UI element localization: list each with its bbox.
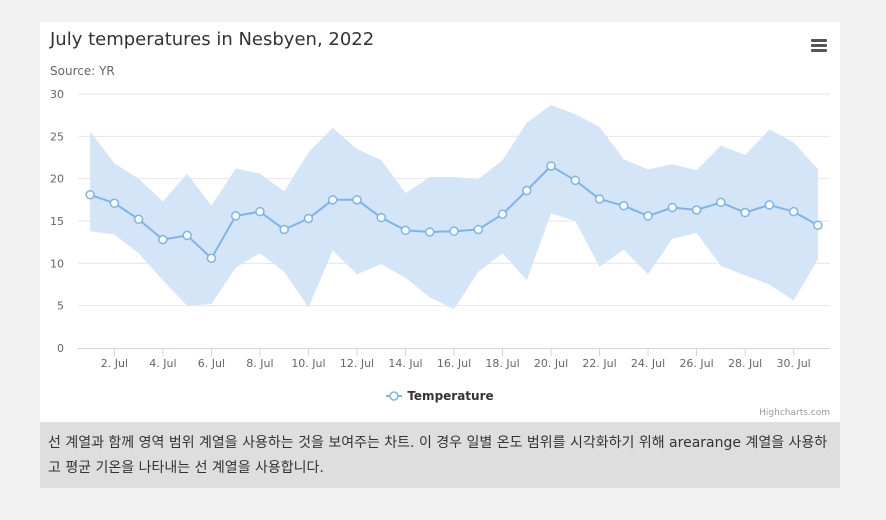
temperature-point[interactable]: [594, 194, 605, 204]
credits-link[interactable]: Highcharts.com: [759, 408, 830, 418]
temperature-point[interactable]: [449, 226, 459, 236]
temperature-point[interactable]: [85, 190, 95, 200]
temperature-point[interactable]: [279, 224, 289, 235]
x-tick-label: 12. Jul: [340, 357, 374, 370]
legend-label: Temperature: [407, 389, 494, 403]
temperature-point[interactable]: [764, 200, 775, 210]
chart-container: July temperatures in Nesbyen, 2022 Sourc…: [40, 22, 840, 422]
legend: Temperature: [40, 386, 840, 406]
temperature-point[interactable]: [813, 220, 823, 230]
y-tick-label: 0: [57, 342, 64, 355]
y-tick-label: 30: [50, 88, 64, 101]
temperature-point[interactable]: [424, 227, 435, 237]
temperature-point[interactable]: [740, 207, 750, 218]
x-tick-label: 20. Jul: [534, 357, 568, 370]
x-tick-label: 24. Jul: [631, 357, 665, 370]
temperature-point[interactable]: [473, 224, 484, 235]
x-tick-label: 26. Jul: [679, 357, 713, 370]
temperature-point[interactable]: [109, 198, 120, 208]
temperature-point[interactable]: [400, 225, 411, 236]
temperature-point[interactable]: [619, 201, 629, 211]
temperature-point[interactable]: [230, 211, 241, 221]
temperature-point[interactable]: [546, 161, 556, 171]
temperature-point[interactable]: [497, 209, 508, 219]
x-tick-label: 6. Jul: [198, 357, 225, 370]
temperature-point[interactable]: [352, 195, 362, 205]
temperature-point[interactable]: [303, 213, 314, 224]
y-tick-label: 10: [50, 257, 64, 270]
legend-line-marker-icon: [386, 391, 403, 401]
temperature-point[interactable]: [376, 212, 386, 223]
x-tick-label: 28. Jul: [728, 357, 762, 370]
hamburger-menu-icon[interactable]: [807, 35, 831, 57]
temperature-point[interactable]: [133, 214, 144, 225]
temperature-point[interactable]: [667, 202, 678, 213]
temperature-point[interactable]: [158, 234, 168, 245]
temperature-point[interactable]: [522, 185, 532, 196]
x-tick-label: 30. Jul: [776, 357, 810, 370]
chart-title: July temperatures in Nesbyen, 2022: [50, 29, 375, 50]
temperature-point[interactable]: [570, 175, 581, 186]
temperature-point[interactable]: [691, 205, 702, 215]
temperature-point[interactable]: [182, 230, 192, 241]
x-tick-label: 4. Jul: [149, 357, 176, 370]
x-tick-label: 22. Jul: [582, 357, 616, 370]
x-tick-label: 18. Jul: [485, 357, 519, 370]
temperature-point[interactable]: [716, 197, 726, 208]
plot-area: 0 5 10 15 20 25 30 2. Jul 4. Jul 6. Jul 8. Jul 10.…: [50, 88, 830, 370]
chart-subtitle: Source: YR: [50, 64, 115, 78]
x-tick-label: 10. Jul: [291, 357, 325, 370]
temperature-point[interactable]: [255, 206, 265, 217]
temperature-point[interactable]: [327, 195, 338, 205]
chart-caption: 선 계열과 함께 영역 범위 계열을 사용하는 것을 보여주는 차트. 이 경우…: [40, 422, 840, 488]
caption-text: 선 계열과 함께 영역 범위 계열을 사용하는 것을 보여주는 차트. 이 경우…: [48, 435, 828, 476]
y-tick-label: 5: [57, 300, 64, 313]
x-tick-label: 16. Jul: [437, 357, 471, 370]
x-tick-label: 8. Jul: [246, 357, 273, 370]
range-area: [90, 105, 818, 310]
y-tick-label: 15: [50, 215, 64, 228]
temperature-point[interactable]: [788, 206, 799, 217]
temperature-point[interactable]: [206, 253, 217, 264]
y-tick-label: 25: [50, 130, 64, 143]
y-tick-label: 20: [50, 173, 64, 186]
x-tick-label: 2. Jul: [101, 357, 128, 370]
legend-item-temperature[interactable]: Temperature: [386, 389, 494, 403]
temperature-point[interactable]: [643, 211, 653, 221]
x-tick-label: 14. Jul: [388, 357, 422, 370]
